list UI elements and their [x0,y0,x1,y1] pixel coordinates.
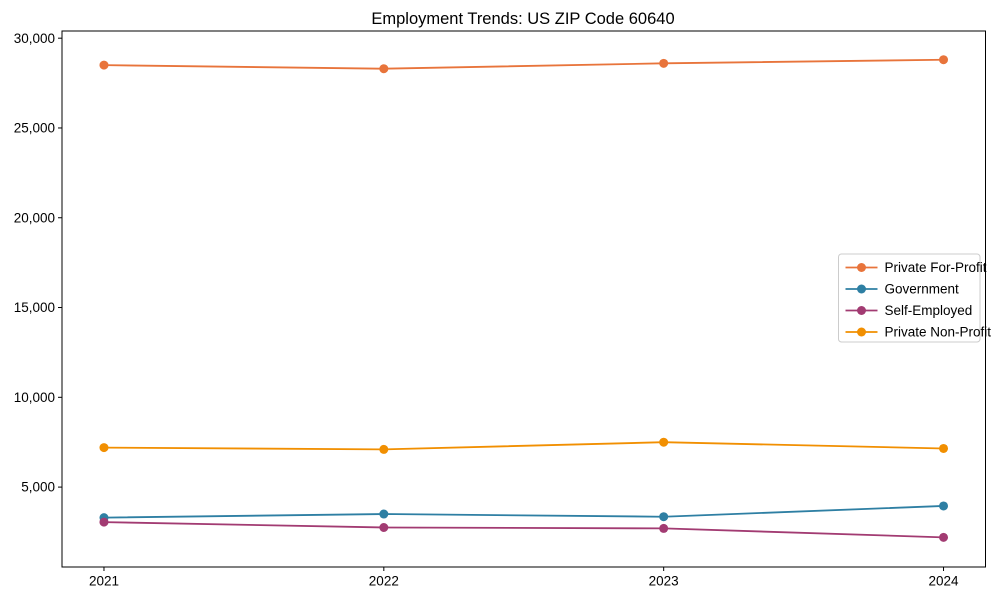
data-point-government [659,512,669,522]
data-point-private-non-profit [659,437,669,447]
legend-box [838,253,981,343]
series-line-private-for-profit [103,58,945,70]
data-point-self-employed [939,532,949,542]
y-axis-tick-label: 25,000 [14,121,55,136]
legend-label-private-for-profit: Private For-Profit [885,260,987,275]
y-axis-tick-label: 30,000 [14,31,55,46]
data-point-private-for-profit [939,55,949,65]
legend-label-self-employed: Self-Employed [885,303,973,318]
series-line-self-employed [103,521,945,539]
data-point-private-for-profit [379,64,389,74]
legend-marker-government [857,284,866,294]
data-point-private-non-profit [939,443,949,453]
y-axis-tick-label: 20,000 [14,210,55,225]
x-axis-tick-label: 2021 [89,574,119,589]
legend-marker-self-employed [857,306,866,315]
legend-label-government: Government [885,282,960,297]
legend-marker-private-for-profit [857,263,866,272]
data-point-government [379,509,389,519]
y-axis-tick-label: 5,000 [21,480,55,495]
data-point-private-non-profit [379,444,389,454]
legend-label-private-non-profit: Private Non-Profit [885,325,992,340]
data-point-self-employed [659,523,669,533]
data-point-government [939,501,949,511]
y-axis-tick-label: 15,000 [14,300,55,315]
x-axis-tick-label: 2023 [649,574,679,589]
axes-border [61,30,986,568]
plot-area: 5,000 10,000 15,000 20,000 25,000 30,000 2021 2… [14,30,992,589]
data-point-self-employed [99,517,109,527]
data-point-private-for-profit [99,60,109,70]
series-line-private-non-profit [103,441,945,451]
x-axis-tick-label: 2024 [929,574,960,589]
series-line-government [103,505,945,519]
data-point-private-non-profit [99,443,109,453]
y-axis-tick-label: 10,000 [14,390,55,405]
legend-marker-private-non-profit [857,327,866,337]
x-axis-tick-label: 2022 [369,574,399,589]
chart-title: Employment Trends: US ZIP Code 60640 [371,10,674,28]
data-point-self-employed [379,522,389,532]
data-point-private-for-profit [659,58,669,68]
